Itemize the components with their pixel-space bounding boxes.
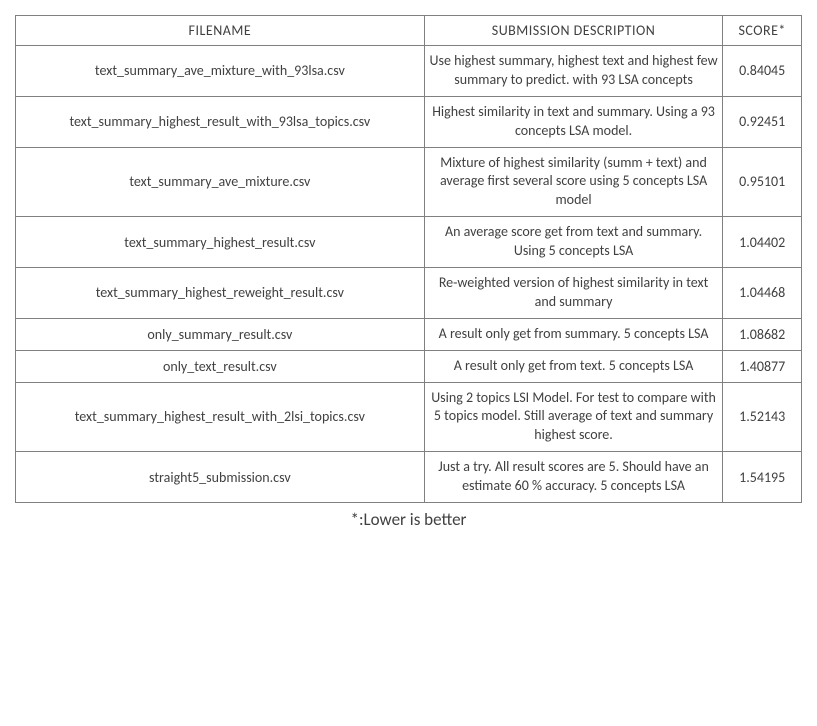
cell-filename: text_summary_highest_result_with_2lsi_to… <box>16 382 425 452</box>
cell-score: 1.54195 <box>723 452 802 503</box>
table-row: text_summary_highest_result.csv An avera… <box>16 217 802 268</box>
cell-score: 1.08682 <box>723 318 802 350</box>
cell-description: An average score get from text and summa… <box>424 217 723 268</box>
table-header-row: FILENAME SUBMISSION DESCRIPTION SCORE* <box>16 16 802 46</box>
cell-score: 1.04468 <box>723 268 802 319</box>
cell-score: 0.92451 <box>723 96 802 147</box>
results-table: FILENAME SUBMISSION DESCRIPTION SCORE* t… <box>15 15 802 503</box>
table-row: text_summary_ave_mixture.csv Mixture of … <box>16 147 802 217</box>
cell-filename: text_summary_ave_mixture_with_93lsa.csv <box>16 46 425 97</box>
col-header-filename: FILENAME <box>16 16 425 46</box>
table-row: text_summary_ave_mixture_with_93lsa.csv … <box>16 46 802 97</box>
cell-description: A result only get from summary. 5 concep… <box>424 318 723 350</box>
cell-filename: only_summary_result.csv <box>16 318 425 350</box>
cell-filename: text_summary_highest_result_with_93lsa_t… <box>16 96 425 147</box>
cell-description: Re-weighted version of highest similarit… <box>424 268 723 319</box>
table-row: straight5_submission.csv Just a try. All… <box>16 452 802 503</box>
col-header-score: SCORE* <box>723 16 802 46</box>
table-row: only_text_result.csv A result only get f… <box>16 350 802 382</box>
cell-filename: text_summary_highest_reweight_result.csv <box>16 268 425 319</box>
cell-description: Using 2 topics LSI Model. For test to co… <box>424 382 723 452</box>
cell-score: 1.52143 <box>723 382 802 452</box>
cell-score: 1.04402 <box>723 217 802 268</box>
cell-description: Just a try. All result scores are 5. Sho… <box>424 452 723 503</box>
cell-filename: text_summary_ave_mixture.csv <box>16 147 425 217</box>
col-header-description: SUBMISSION DESCRIPTION <box>424 16 723 46</box>
cell-score: 1.40877 <box>723 350 802 382</box>
table-row: text_summary_highest_result_with_2lsi_to… <box>16 382 802 452</box>
cell-filename: text_summary_highest_result.csv <box>16 217 425 268</box>
cell-score: 0.95101 <box>723 147 802 217</box>
cell-filename: straight5_submission.csv <box>16 452 425 503</box>
cell-description: Highest similarity in text and summary. … <box>424 96 723 147</box>
cell-description: Mixture of highest similarity (summ + te… <box>424 147 723 217</box>
table-row: text_summary_highest_result_with_93lsa_t… <box>16 96 802 147</box>
table-row: text_summary_highest_reweight_result.csv… <box>16 268 802 319</box>
cell-description: A result only get from text. 5 concepts … <box>424 350 723 382</box>
cell-filename: only_text_result.csv <box>16 350 425 382</box>
cell-score: 0.84045 <box>723 46 802 97</box>
cell-description: Use highest summary, highest text and hi… <box>424 46 723 97</box>
footnote: *:Lower is better <box>15 509 802 530</box>
table-row: only_summary_result.csv A result only ge… <box>16 318 802 350</box>
